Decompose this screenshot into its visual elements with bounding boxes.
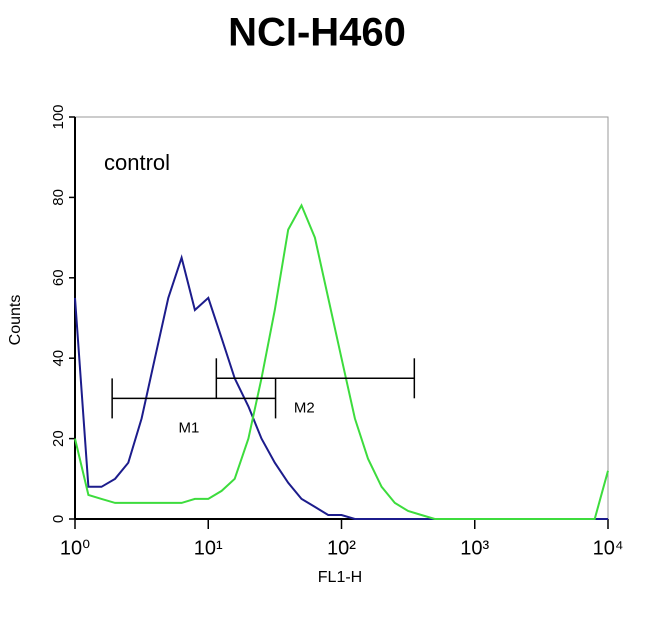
x-tick-label: 10⁴ (593, 537, 624, 559)
gate-label: M2 (294, 399, 315, 416)
gate-label: M1 (179, 419, 200, 436)
series-label: control (104, 150, 170, 175)
y-tick-label: 80 (50, 189, 67, 206)
x-tick-label: 10³ (460, 537, 489, 559)
x-tick-label: 10¹ (194, 537, 223, 559)
x-tick-label: 10⁰ (60, 537, 90, 559)
chart-title: NCI-H460 (228, 11, 406, 55)
y-axis-label: Counts (7, 295, 24, 346)
histogram-line (74, 203, 609, 520)
y-tick-label: 100 (50, 104, 67, 129)
x-tick-label: 10² (327, 537, 356, 559)
y-tick-label: 0 (50, 515, 67, 523)
plot-frame (74, 116, 609, 520)
x-axis-label: FL1-H (318, 569, 362, 586)
y-tick-label: 60 (50, 269, 67, 286)
y-tick-label: 40 (50, 350, 67, 367)
y-tick-label: 20 (50, 430, 67, 447)
histogram-line (74, 254, 608, 520)
